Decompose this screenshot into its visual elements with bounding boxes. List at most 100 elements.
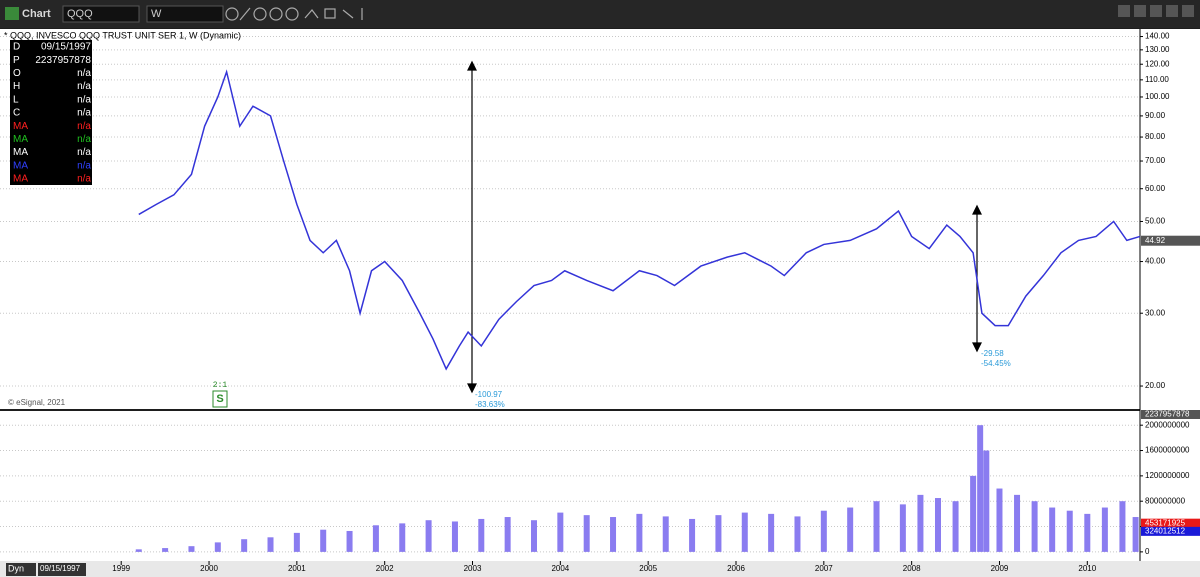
- header-box: [1141, 410, 1200, 419]
- volume-bar: [899, 504, 906, 552]
- volume-bar: [293, 532, 300, 552]
- x-tick-label: 2008: [903, 564, 921, 573]
- volume-bar: [983, 450, 990, 552]
- y-tick-label: 120.00: [1145, 59, 1170, 68]
- volume-bar: [241, 539, 248, 552]
- volume-bar: [794, 516, 801, 552]
- mode-box[interactable]: [6, 563, 36, 576]
- y-tick-label: 100.00: [1145, 92, 1170, 101]
- volume-bar: [1084, 513, 1091, 552]
- x-tick-label: 2001: [288, 564, 306, 573]
- volume-bar: [188, 546, 195, 552]
- volume-bar: [425, 520, 432, 552]
- x-tick-label: 2000: [200, 564, 218, 573]
- window-buttons[interactable]: [1118, 5, 1194, 17]
- measure-change: -29.58: [981, 349, 1004, 358]
- x-tick-label: 2009: [991, 564, 1009, 573]
- volume-bar: [162, 548, 169, 552]
- last-price-label: 44.92: [1145, 236, 1166, 245]
- header-value: 2237957878: [1145, 410, 1190, 419]
- volume-bar: [530, 520, 537, 552]
- volume-bar: [1031, 501, 1038, 552]
- volume-bar: [372, 525, 379, 552]
- marker-label: 324012512: [1145, 526, 1186, 535]
- x-tick-label: 2005: [639, 564, 657, 573]
- info-label: P: [13, 55, 20, 66]
- split-box[interactable]: [212, 390, 228, 408]
- split-ratio: 2:1: [213, 381, 228, 390]
- volume-bar: [917, 494, 924, 552]
- y-tick-label: 2000000000: [1145, 420, 1190, 429]
- volume-bar: [847, 507, 854, 552]
- volume-bar: [934, 498, 941, 552]
- info-value: n/a: [77, 174, 91, 185]
- price-line: [138, 69, 1141, 371]
- x-tick-label: 2004: [551, 564, 569, 573]
- toolbar-icons[interactable]: [225, 7, 363, 21]
- toolbar-title: Chart: [22, 8, 51, 20]
- info-label: MA: [13, 134, 28, 145]
- volume-bar: [1101, 507, 1108, 552]
- info-label: MA: [13, 121, 28, 132]
- volume-bar: [320, 529, 327, 552]
- y-tick-label: 40.00: [1145, 257, 1166, 266]
- info-label: L: [13, 94, 19, 105]
- y-tick-label: 1200000000: [1145, 471, 1190, 480]
- x-tick-label: 2003: [464, 564, 482, 573]
- interval-text: W: [151, 8, 162, 20]
- info-rows: D 09/15/1997 P 2237957878 O n/a H n/a L n/a C n/a MA…: [13, 42, 91, 185]
- volume-bar: [399, 523, 406, 552]
- interval-input[interactable]: [146, 5, 224, 23]
- last-price-box: [1141, 235, 1200, 246]
- info-value: n/a: [77, 134, 91, 145]
- volume-bar: [1119, 501, 1126, 552]
- y-tick-label: 30.00: [1145, 308, 1166, 317]
- measure-change: -100.97: [475, 390, 503, 399]
- volume-bar: [977, 425, 984, 552]
- x-tick-label: 2006: [727, 564, 745, 573]
- info-value: n/a: [77, 94, 91, 105]
- x-tick-label: 2007: [815, 564, 833, 573]
- info-label: C: [13, 108, 20, 119]
- symbol-text: QQQ: [67, 8, 93, 20]
- volume-bar: [768, 513, 775, 552]
- volume-bar: [610, 517, 617, 552]
- info-label: O: [13, 68, 21, 79]
- date-axis: [0, 561, 1200, 577]
- volume-bar: [970, 475, 977, 552]
- y-tick-label: 130.00: [1145, 45, 1170, 54]
- x-tick-label: 2002: [376, 564, 394, 573]
- symbol-input[interactable]: [62, 5, 140, 23]
- y-tick-label: 140.00: [1145, 32, 1170, 41]
- volume-bar: [504, 517, 511, 552]
- y-tick-label: 1600000000: [1145, 446, 1190, 455]
- value-axis: [1140, 29, 1200, 561]
- volume-bar: [451, 521, 458, 552]
- info-label: H: [13, 81, 20, 92]
- volume-bar: [135, 549, 142, 552]
- split-label: S: [216, 393, 223, 405]
- chart-header: * QQQ, INVESCO QQQ TRUST UNIT SER 1, W (…: [4, 30, 241, 40]
- volume-bar: [1049, 507, 1056, 552]
- marker-box: [1141, 526, 1200, 536]
- volume-bar: [636, 513, 643, 552]
- volume-bar: [346, 530, 353, 552]
- date-box: [38, 563, 86, 576]
- y-tick-label: 50.00: [1145, 217, 1166, 226]
- y-tick-label: 90.00: [1145, 111, 1166, 120]
- volume-bar: [820, 510, 827, 552]
- info-value: n/a: [77, 108, 91, 119]
- volume-bar: [715, 515, 722, 552]
- y-tick-label: 800000000: [1145, 496, 1186, 505]
- y-tick-label: 110.00: [1145, 75, 1169, 84]
- marker-label: 453171925: [1145, 518, 1186, 527]
- copyright: © eSignal, 2021: [8, 398, 66, 407]
- volume-bar: [1066, 510, 1073, 552]
- info-value: 2237957878: [35, 55, 91, 66]
- info-label: MA: [13, 160, 28, 171]
- app-icon: [5, 7, 19, 20]
- measure-percent: -83.63%: [475, 400, 505, 409]
- info-value: n/a: [77, 68, 91, 79]
